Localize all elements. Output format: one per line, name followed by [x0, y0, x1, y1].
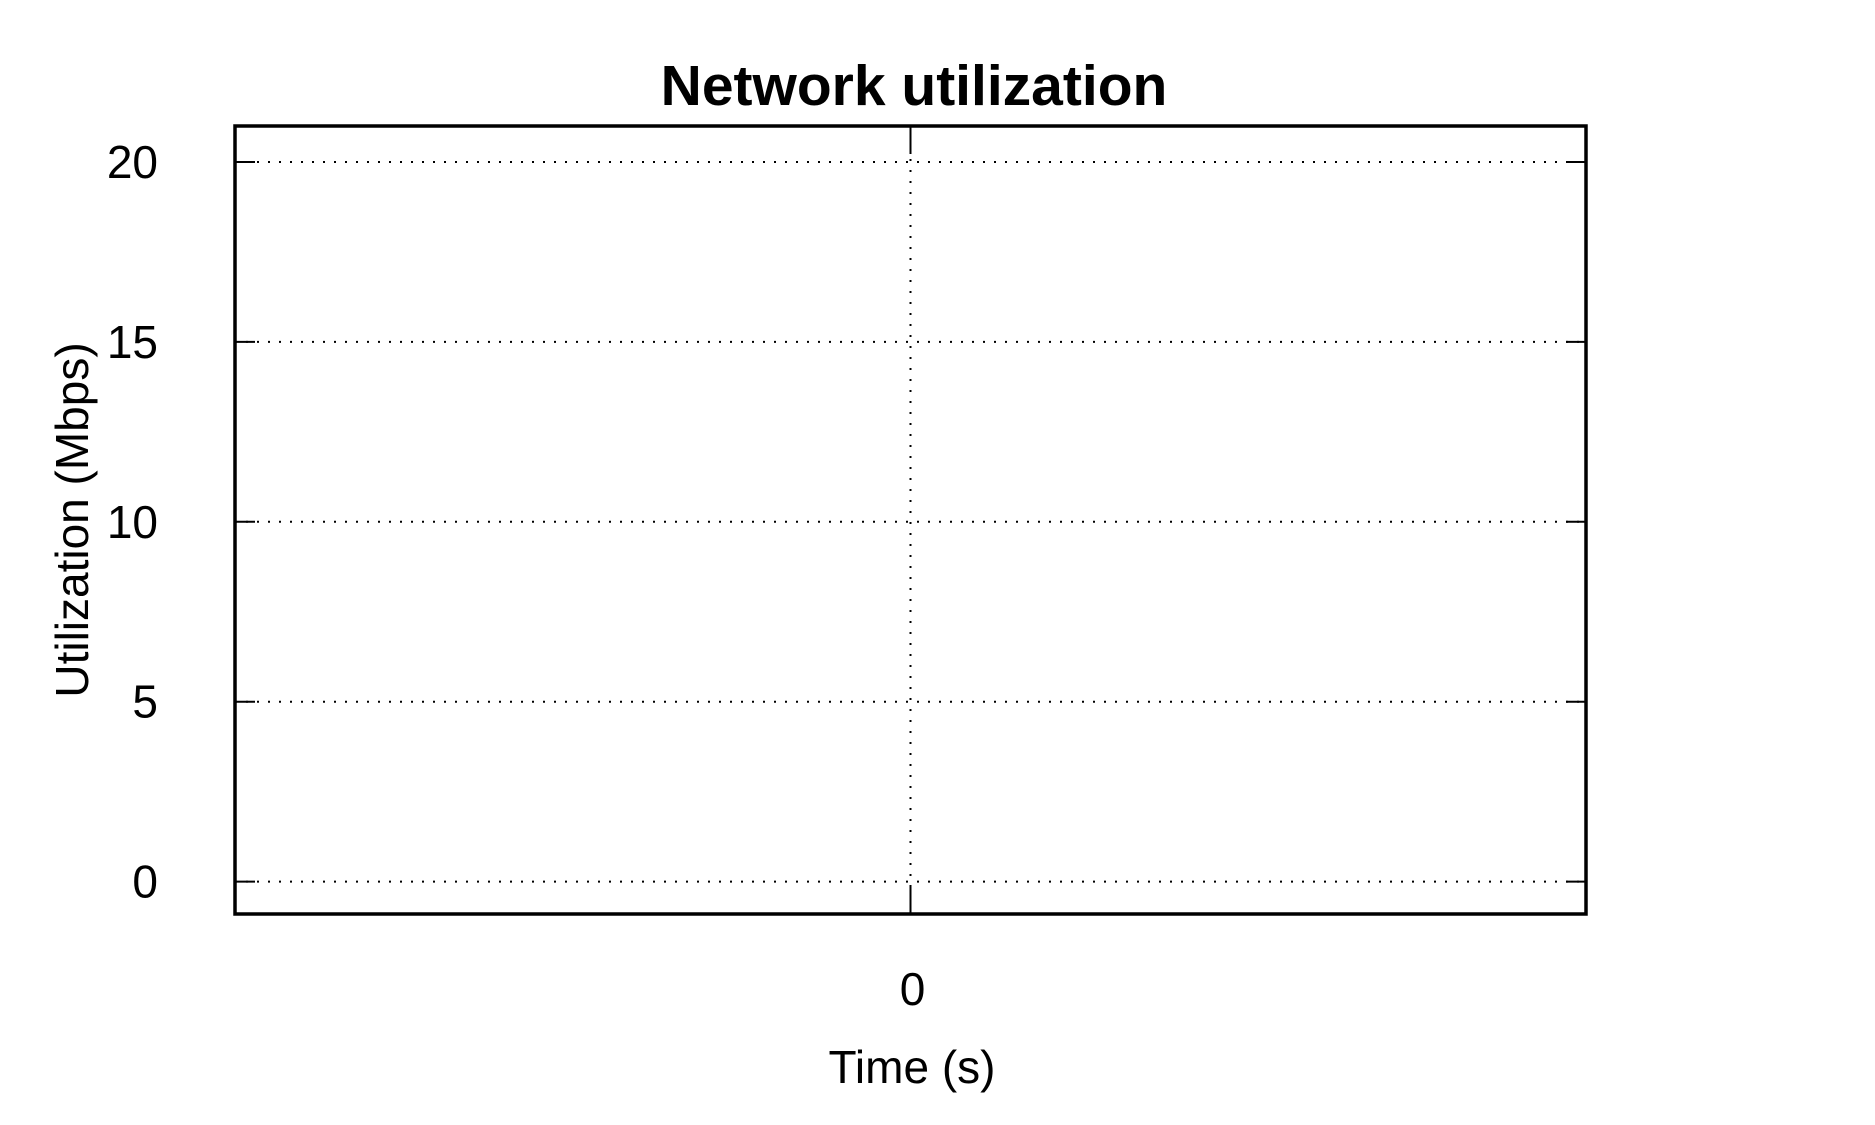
y-axis-label: Utilization (Mbps) [46, 342, 98, 697]
y-tick-label: 0 [132, 856, 158, 908]
x-tick-labels: 0 [900, 963, 926, 1015]
grid-layer [235, 126, 1586, 914]
chart-title: Network utilization [661, 54, 1168, 118]
x-axis-label: Time (s) [829, 1041, 996, 1093]
y-tick-label: 10 [107, 496, 158, 548]
y-tick-label: 5 [132, 676, 158, 728]
y-tick-labels: 0 5 10 15 20 [107, 136, 158, 908]
plot-frame [233, 124, 1588, 916]
x-tick-label: 0 [900, 963, 926, 1015]
y-tick-label: 15 [107, 316, 158, 368]
y-tick-label: 20 [107, 136, 158, 188]
tick-layer [235, 126, 1586, 914]
